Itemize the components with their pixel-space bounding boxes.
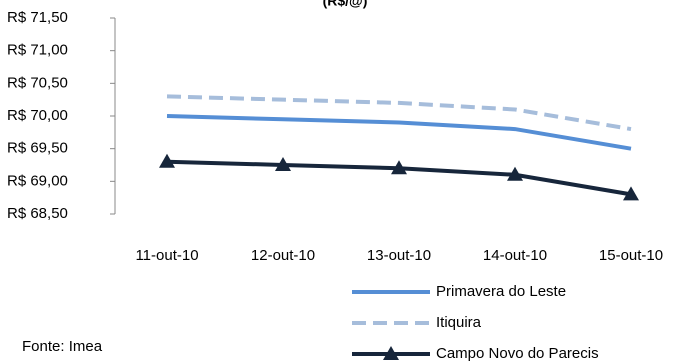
x-tick-label: 14-out-10 xyxy=(483,247,547,264)
y-tick-label: R$ 71,00 xyxy=(7,42,68,59)
x-tick-label: 13-out-10 xyxy=(367,247,431,264)
series-line xyxy=(166,94,632,132)
y-tick-label: R$ 68,50 xyxy=(7,205,68,222)
legend-label: Campo Novo do Parecis xyxy=(436,345,599,362)
marker xyxy=(507,166,523,181)
y-tick-label: R$ 71,50 xyxy=(7,9,68,26)
y-tick-label: R$ 69,50 xyxy=(7,140,68,157)
source-note: Fonte: Imea xyxy=(22,338,103,355)
y-tick-label: R$ 70,00 xyxy=(7,107,68,124)
legend-label: Itiquira xyxy=(436,314,482,331)
marker xyxy=(159,153,175,168)
legend-label: Primavera do Leste xyxy=(436,283,566,300)
x-tick-label: 12-out-10 xyxy=(251,247,315,264)
legend-marker xyxy=(383,346,399,360)
x-tick-label: 11-out-10 xyxy=(135,247,198,264)
marker xyxy=(623,186,639,201)
y-tick-label: R$ 69,00 xyxy=(7,172,68,189)
x-tick-label: 15-out-10 xyxy=(599,247,663,264)
marker xyxy=(391,160,407,175)
series-line xyxy=(166,114,632,151)
y-tick-label: R$ 70,50 xyxy=(7,74,68,91)
marker xyxy=(275,157,291,171)
chart-title: (R$/@) xyxy=(323,0,368,9)
